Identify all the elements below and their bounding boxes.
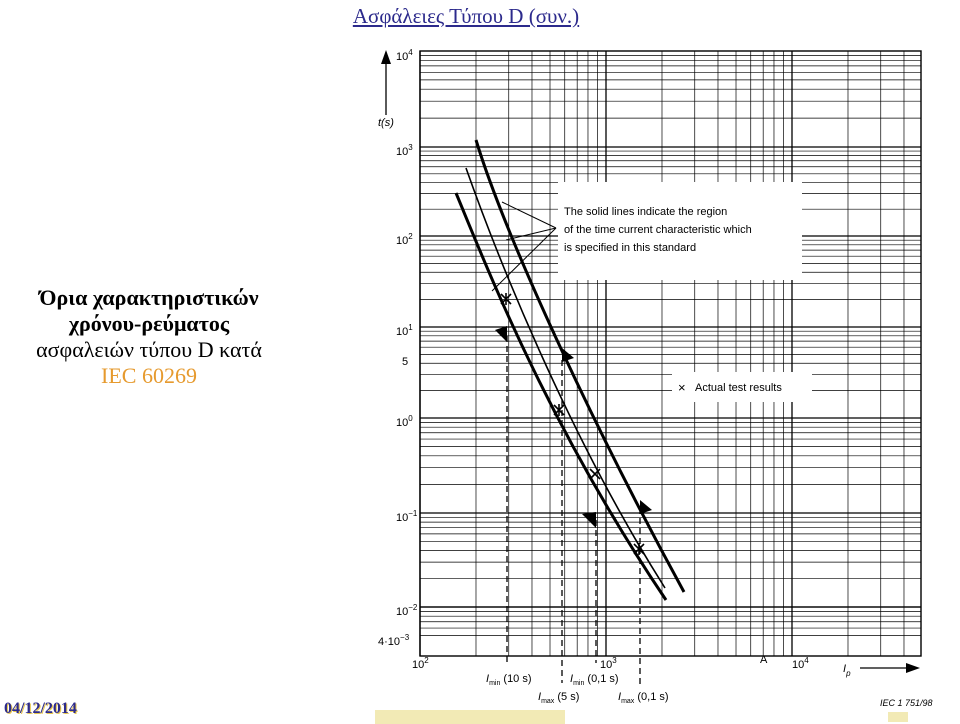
x-tick-label: 102 (412, 656, 429, 671)
test-result-point-3 (589, 468, 601, 480)
annotation-line-1: The solid lines indicate the region (564, 206, 727, 218)
y-tick-label: 10−2 (396, 603, 418, 618)
x-tick-label: 103 (600, 656, 617, 671)
x-tick-labels: 102 103 104 (412, 656, 809, 671)
legend-label: Actual test results (695, 382, 782, 394)
slide-title: Ασφάλειες Τύπου D (συν.) (352, 4, 580, 28)
side-caption-line-1: Όρια χαρακτηριστικών (39, 285, 259, 310)
footer-page-band (888, 712, 908, 722)
y-tick-label: 101 (396, 323, 413, 338)
annotation-leader-2 (505, 227, 557, 241)
y-tick-label: 10−1 (396, 509, 418, 524)
annotation-leader-3 (491, 227, 557, 292)
y-axis-label: t(s) (378, 117, 394, 129)
side-caption: Όρια χαρακτηριστικών χρόνου-ρεύματος ασφ… (0, 285, 298, 389)
curve-test-result (465, 167, 666, 589)
y-tick-label: 100 (396, 414, 413, 429)
label-imax-01s: Imax (0,1 s) (618, 691, 669, 705)
side-caption-line-3: ασφαλειών τύπου D κατά (36, 337, 262, 362)
x-tick-label: 104 (792, 656, 809, 671)
x-axis-label: Ip (843, 663, 851, 678)
y-tick-label: 104 (396, 48, 413, 63)
footer-date: 04/12/2014 (4, 700, 77, 717)
annotation-leader-1 (501, 201, 557, 229)
y-tick-label: 102 (396, 232, 413, 247)
x-axis-unit: A (760, 654, 768, 666)
label-imin-01s: Imin (0,1 s) (570, 673, 619, 687)
annotation-box (558, 182, 802, 280)
flag-marker-1 (495, 326, 507, 342)
label-imax-5s: Imax (5 s) (538, 691, 579, 705)
flag-marker-2 (562, 348, 574, 362)
y-tick-label: 4·10−3 (378, 633, 410, 648)
curve-min-bound (454, 192, 668, 601)
legend-marker: × (678, 380, 686, 395)
y-axis-arrowhead (381, 50, 391, 64)
legend-box (672, 372, 812, 402)
annotation-line-3: is specified in this standard (564, 242, 696, 254)
side-caption-standard: IEC 60269 (101, 363, 197, 388)
label-imin-10s: Imin (10 s) (486, 673, 532, 687)
x-axis-arrowhead (906, 663, 920, 673)
source-reference: IEC 1 751/98 (880, 698, 933, 708)
curve-max-bound (474, 139, 686, 593)
flag-marker-3 (582, 512, 596, 528)
test-result-point-1 (500, 293, 512, 305)
y-tick-labels: 104 103 102 101 5 100 10−1 10−2 4·10−3 (378, 48, 418, 648)
flag-marker-4 (640, 500, 652, 514)
test-result-point-2 (553, 404, 565, 416)
y-tick-label: 5 (402, 356, 408, 368)
chart-grid (419, 51, 921, 656)
y-tick-label: 103 (396, 143, 413, 158)
side-caption-line-2: χρόνου-ρεύματος (68, 311, 230, 336)
annotation-line-2: of the time current characteristic which (564, 224, 752, 236)
test-result-point-4 (633, 543, 645, 555)
